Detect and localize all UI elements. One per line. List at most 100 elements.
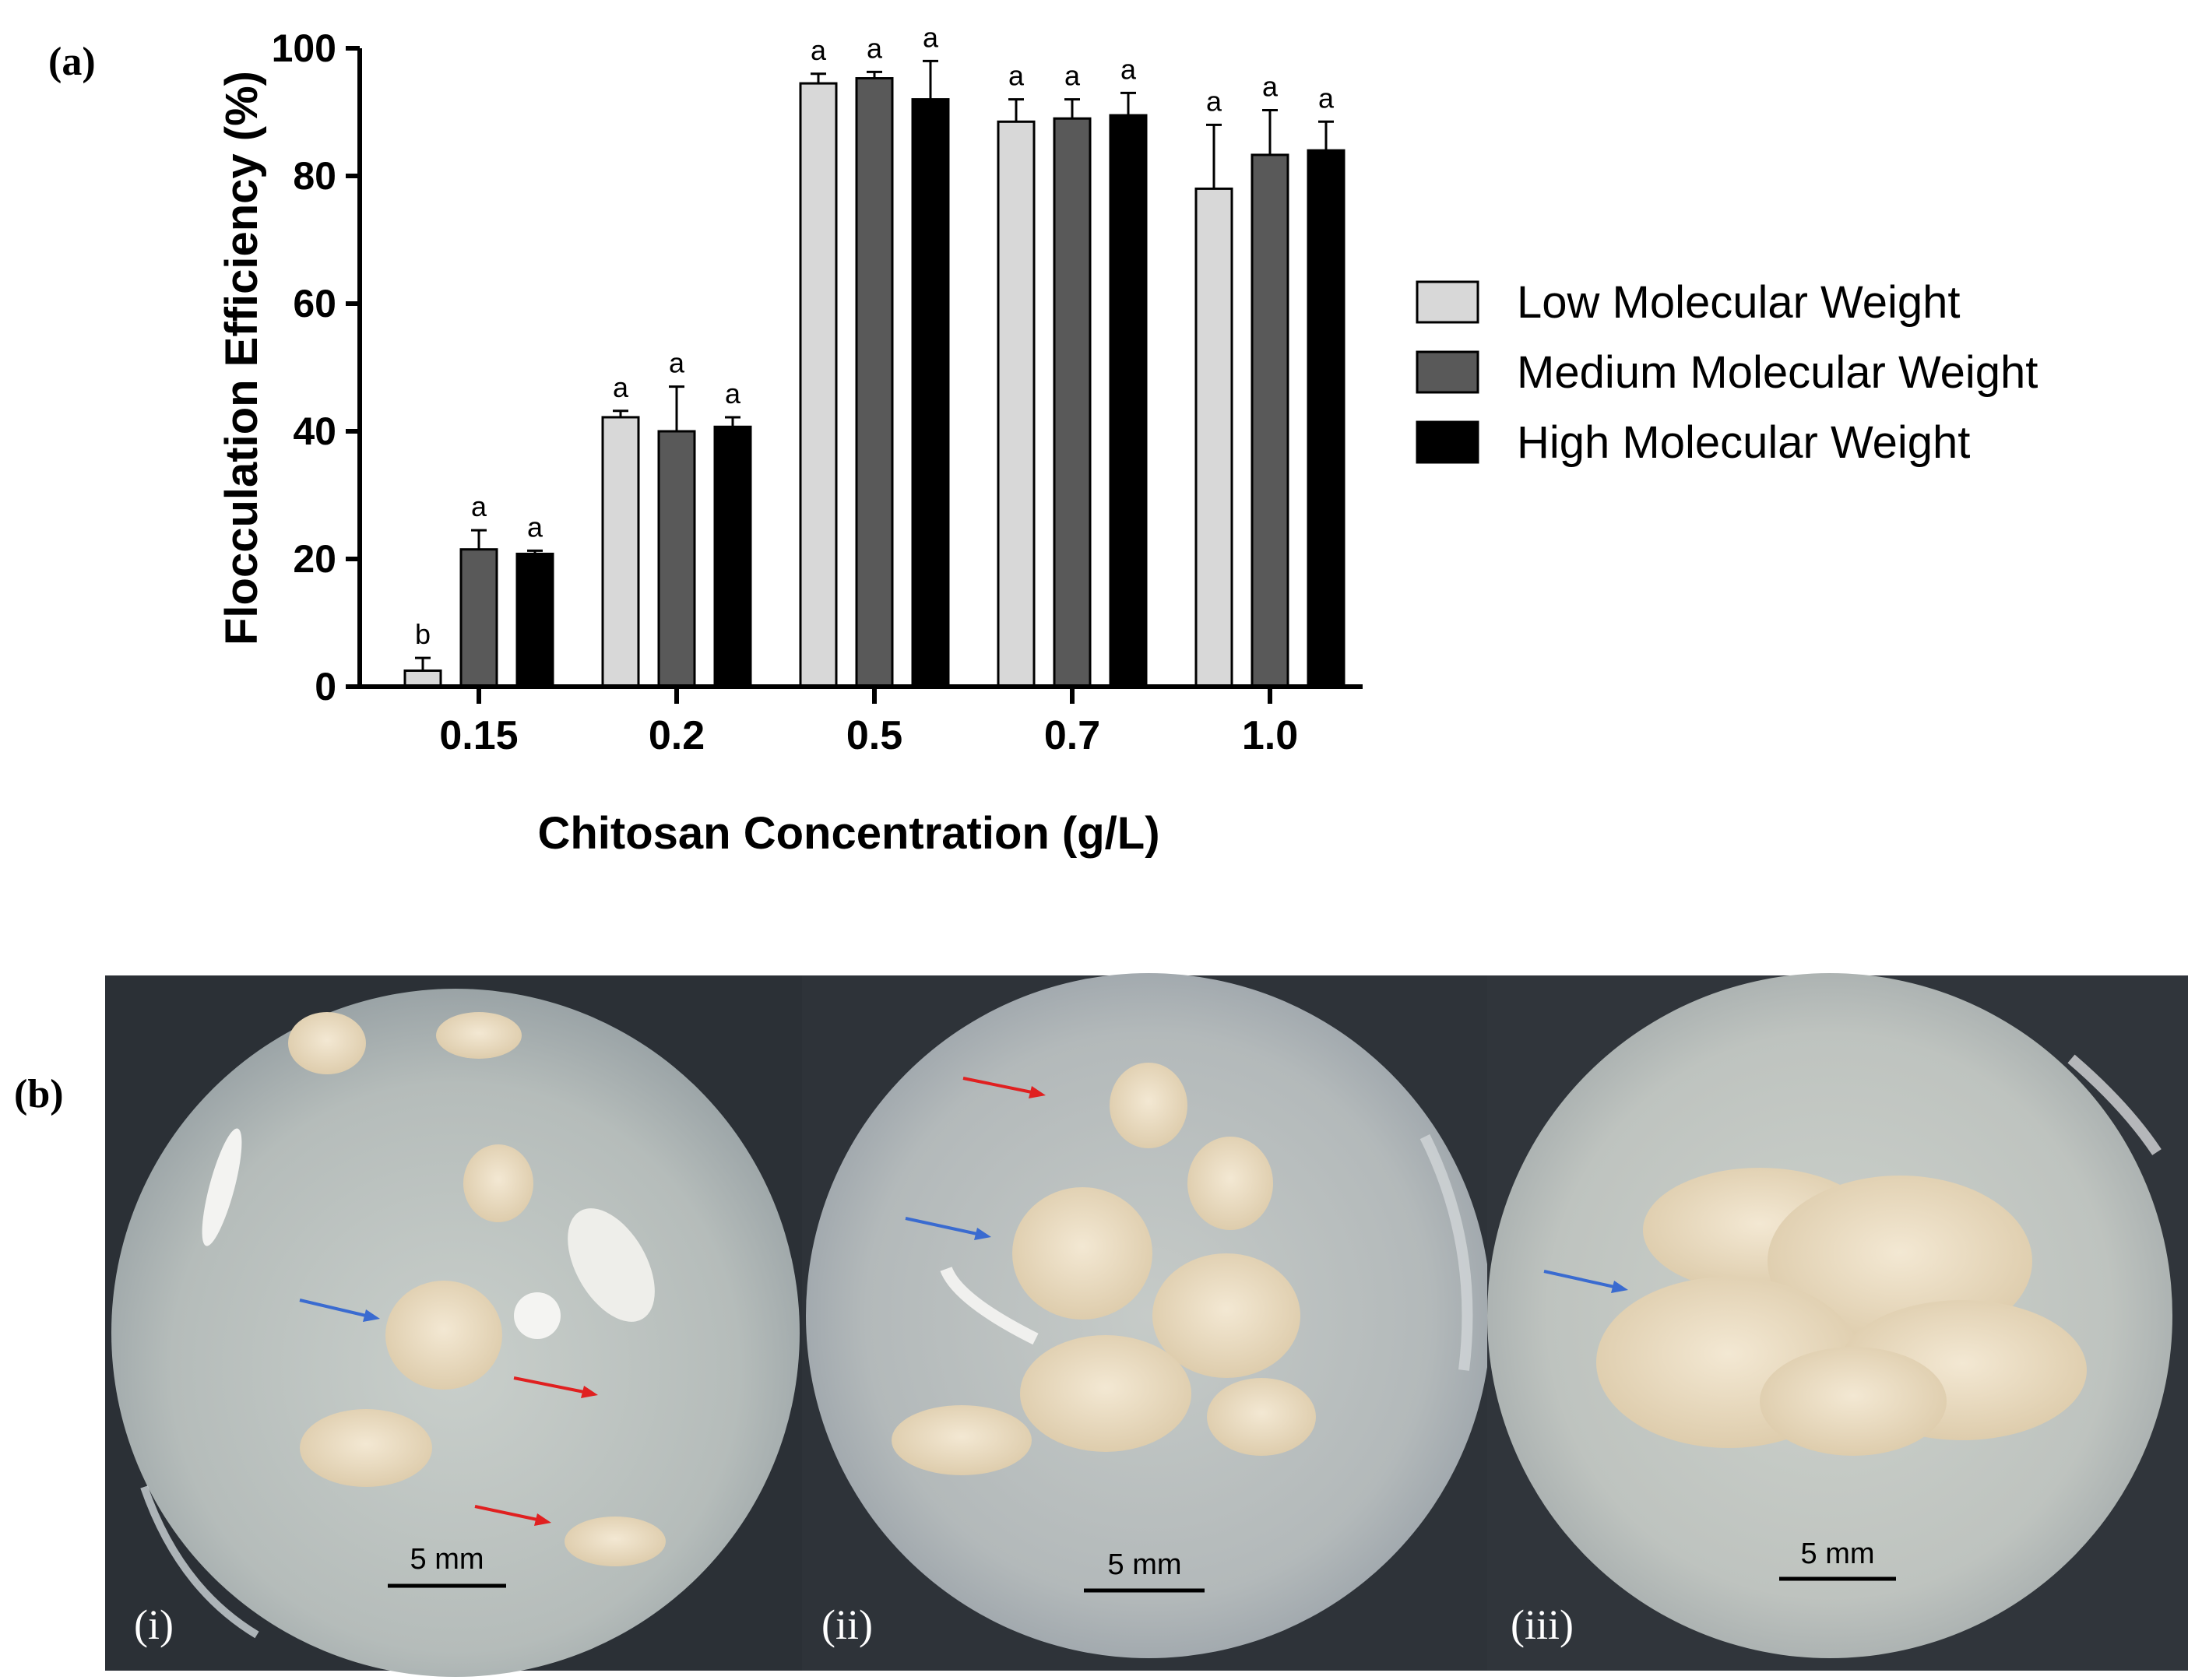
bar (855, 77, 894, 688)
scale-label-i: 5 mm (410, 1543, 484, 1576)
bubble-i (568, 1208, 655, 1322)
bar (1053, 117, 1092, 688)
significance-label: a (867, 32, 883, 64)
floc-ii-1 (1110, 1063, 1187, 1148)
bar (1307, 149, 1345, 688)
blue-arrow-ii (905, 1217, 978, 1235)
bar (799, 82, 838, 688)
bars-layer: b a a a a a a a a a a a a a a (403, 21, 1345, 688)
significance-label: a (923, 21, 939, 53)
floc-ii-5 (1020, 1335, 1191, 1452)
y-axis: 0 20 40 60 80 100 (272, 26, 362, 708)
floc-ii-6 (892, 1405, 1032, 1475)
significance-label: a (1206, 85, 1222, 117)
y-axis-title: Flocculation Efficiency (%) (216, 71, 267, 645)
blue-arrow-ii-head (974, 1228, 991, 1240)
legend-entry: Medium Molecular Weight (1517, 347, 2038, 398)
red-arrow-ii (962, 1077, 1032, 1094)
significance-label: a (669, 347, 685, 379)
panel-b-label: (b) (14, 1072, 64, 1116)
bar (403, 670, 442, 688)
bar (1109, 114, 1148, 688)
panel-a-label: (a) (48, 40, 96, 84)
y-tick-label: 100 (272, 26, 336, 70)
blue-arrow-iii (1543, 1270, 1615, 1288)
floc-iii-5 (1760, 1347, 1947, 1456)
floc-i-6 (565, 1517, 666, 1566)
photo-label-i: (i) (134, 1601, 174, 1648)
glare-i (140, 1485, 259, 1639)
floc-ii-4 (1152, 1253, 1300, 1378)
bar (1194, 187, 1233, 688)
blue-arrow-i (299, 1299, 367, 1317)
photo-i: 5 mm (i) (105, 975, 802, 1677)
glare-streak-ii (940, 1266, 1039, 1345)
chart-legend: Low Molecular Weight Medium Molecular Wei… (1416, 277, 2038, 468)
photo-label-ii: (ii) (821, 1601, 873, 1648)
legend-swatch (1416, 420, 1479, 464)
scale-label-ii: 5 mm (1108, 1548, 1182, 1581)
significance-label: a (725, 378, 741, 409)
y-tick-label: 80 (293, 154, 336, 198)
legend-swatch (1416, 350, 1479, 394)
bar (997, 120, 1036, 688)
petri-dish-ii (806, 973, 1491, 1658)
floc-ii-3 (1012, 1187, 1152, 1320)
floc-i-5 (300, 1409, 432, 1487)
significance-label: a (1008, 60, 1025, 92)
x-axis-title: Chitosan Concentration (g/L) (537, 808, 1159, 859)
floc-i-3 (463, 1144, 533, 1222)
significance-label: a (1318, 82, 1335, 114)
x-tick-label: 0.5 (846, 713, 902, 758)
y-tick-label: 20 (293, 537, 336, 581)
photo-iii: 5 mm (iii) (1487, 973, 2188, 1671)
bar (459, 548, 498, 688)
x-tick-label: 0.15 (439, 713, 518, 758)
significance-label: a (1120, 53, 1137, 85)
legend-entry: Low Molecular Weight (1517, 277, 1961, 328)
significance-label: a (1064, 60, 1081, 92)
y-tick-label: 0 (315, 665, 336, 708)
glare-iii (2067, 1054, 2162, 1155)
x-tick-label: 0.2 (649, 713, 705, 758)
x-tick-label: 0.7 (1044, 713, 1100, 758)
bar (601, 416, 640, 688)
bar (657, 430, 696, 688)
x-tick-label: 1.0 (1242, 713, 1298, 758)
legend-swatch (1416, 280, 1479, 324)
blue-arrow-iii-head (1611, 1281, 1628, 1293)
bubble-small-i (514, 1292, 561, 1339)
blue-arrow-i-head (363, 1309, 380, 1322)
red-arrow-i-2 (474, 1505, 538, 1521)
floc-i-4 (385, 1281, 502, 1390)
red-arrow-ii-head (1029, 1086, 1046, 1098)
significance-label: a (527, 511, 543, 543)
photo-label-iii: (iii) (1511, 1601, 1574, 1648)
bar (911, 98, 950, 688)
significance-label: a (811, 34, 827, 66)
red-arrow-i-1-head (581, 1386, 598, 1398)
floc-i-2 (436, 1012, 522, 1059)
red-arrow-i-2-head (534, 1513, 551, 1526)
floc-ii-2 (1187, 1137, 1273, 1230)
y-tick-label: 40 (293, 409, 336, 453)
floc-ii-7 (1207, 1378, 1316, 1456)
legend-entry: High Molecular Weight (1517, 417, 1970, 468)
red-arrow-i-1 (513, 1376, 585, 1394)
glare-streak-i (202, 1128, 242, 1246)
scale-label-iii: 5 mm (1801, 1538, 1875, 1570)
significance-label: a (1262, 71, 1279, 103)
glare-ii (1419, 1133, 1473, 1371)
significance-label: b (415, 618, 431, 650)
photo-ii: 5 mm (ii) (802, 973, 1491, 1671)
floc-i-1 (288, 1012, 366, 1074)
bar (515, 552, 554, 688)
significance-label: a (613, 371, 629, 403)
x-axis: 0.15 0.2 0.5 0.7 1.0 (357, 684, 1363, 758)
bar (713, 425, 752, 688)
significance-label: a (471, 490, 487, 522)
y-tick-label: 60 (293, 282, 336, 325)
bar (1251, 153, 1289, 688)
